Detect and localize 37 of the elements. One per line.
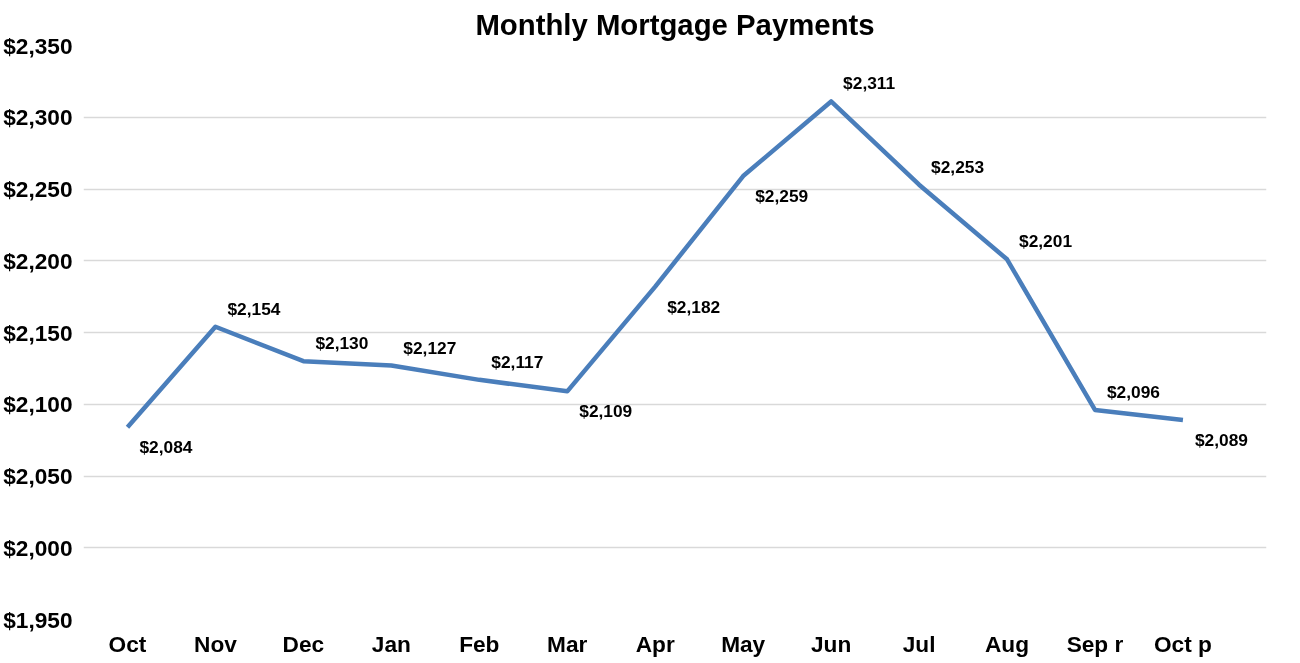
x-tick-label: Sep r (1066, 630, 1124, 657)
chart-title: Monthly Mortgage Payments (475, 7, 875, 41)
x-tick-label: Jun (810, 630, 852, 657)
data-label: $2,253 (931, 156, 985, 177)
x-tick-label: Mar (547, 630, 588, 657)
data-label: $2,201 (1019, 231, 1073, 252)
y-tick-label: $2,100 (3, 391, 73, 418)
y-tick-label: $2,200 (3, 247, 73, 274)
y-tick-label: $2,000 (3, 534, 73, 561)
y-tick-label: $2,050 (3, 463, 73, 489)
y-tick-label: $2,350 (3, 32, 73, 59)
line-series (125, 99, 1186, 430)
data-label: $2,130 (315, 333, 369, 354)
data-label: $2,109 (579, 401, 633, 422)
y-tick-label: $1,950 (3, 606, 73, 633)
data-label: $2,311 (843, 73, 896, 94)
x-tick-label: Oct p (1153, 630, 1212, 657)
y-tick-label: $2,250 (3, 176, 73, 202)
x-tick-label: Jul (902, 630, 936, 657)
data-label: $2,182 (667, 296, 721, 317)
x-tick-label: May (721, 630, 766, 657)
data-label: $2,127 (403, 337, 457, 358)
data-label: $2,117 (491, 351, 544, 372)
x-tick-label: Jan (371, 630, 411, 657)
data-label: $2,084 (139, 437, 193, 458)
y-tick-label: $2,150 (3, 319, 73, 346)
x-tick-label: Dec (282, 630, 325, 657)
data-label: $2,259 (755, 186, 809, 207)
x-tick-label: Oct (108, 630, 147, 657)
data-label: $2,154 (227, 298, 281, 319)
x-tick-label: Apr (635, 630, 675, 657)
y-tick-label: $2,300 (3, 104, 73, 131)
x-tick-label: Feb (459, 630, 500, 657)
x-tick-label: Nov (194, 630, 238, 657)
x-tick-label: Aug (985, 630, 1030, 657)
data-label: $2,096 (1106, 381, 1161, 402)
data-label: $2,089 (1194, 430, 1248, 451)
